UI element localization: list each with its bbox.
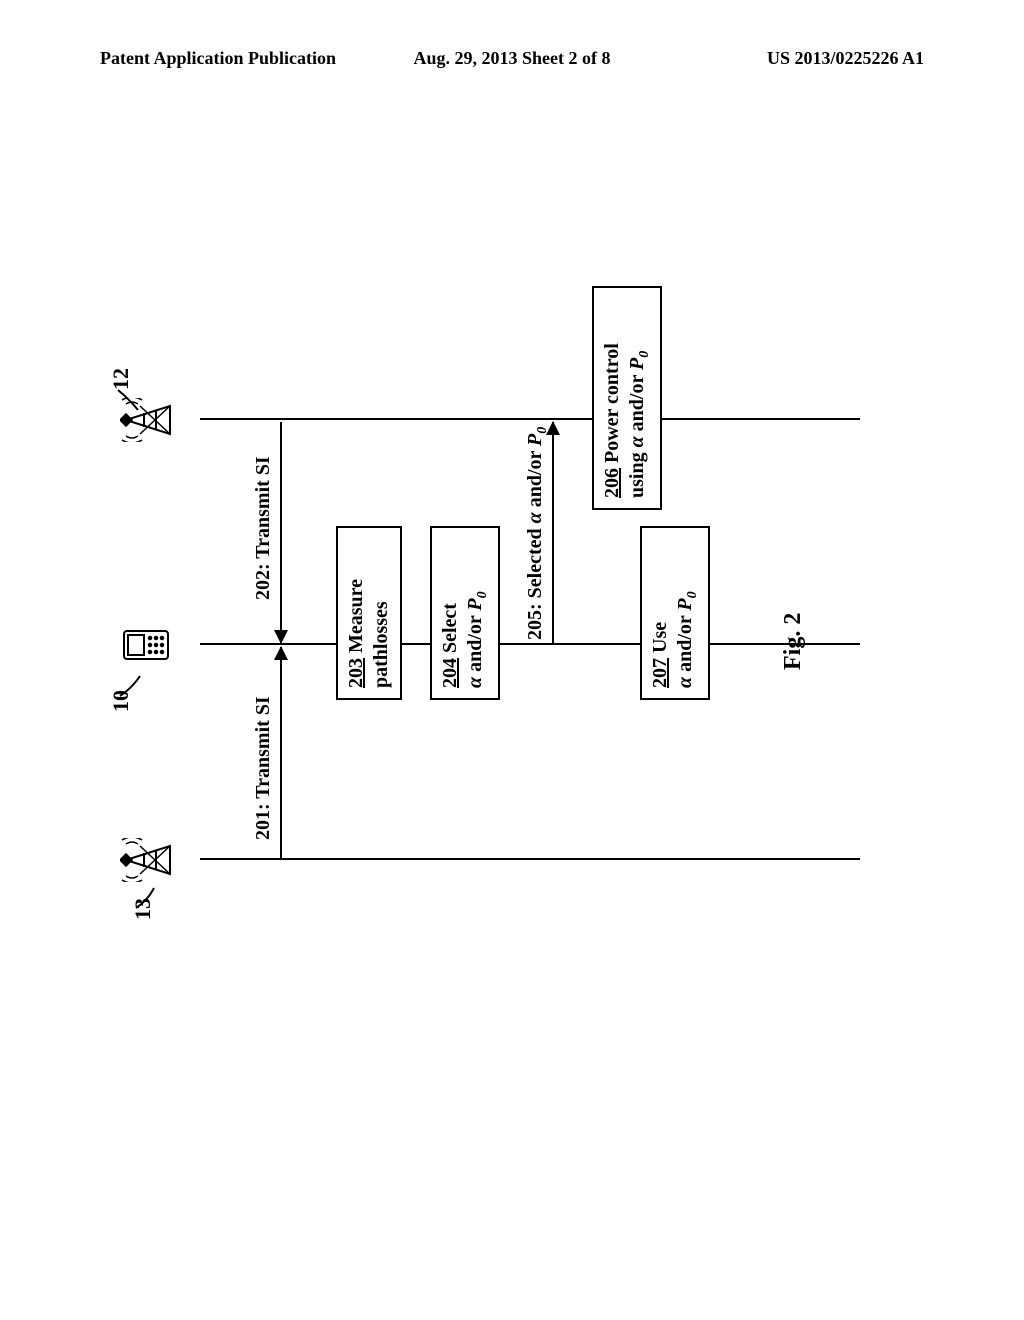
lifeline-tower-13 (200, 858, 860, 860)
step-203-num: 203 (345, 658, 367, 688)
step-206: 206 Power control using α and/or P0 (592, 286, 662, 510)
arrow-205-P: P (524, 434, 546, 446)
step-203-a: Measure (345, 579, 367, 658)
arrow-205 (552, 422, 554, 643)
step-206-a: Power control (601, 343, 623, 468)
step-207-num: 207 (649, 658, 671, 688)
lifeline-tower-12 (200, 418, 860, 420)
step-207-P: P (674, 598, 696, 610)
figure-caption: Fig. 2 (780, 613, 807, 670)
header-right: US 2013/0225226 A1 (767, 48, 924, 69)
tower-left-leader (132, 884, 160, 914)
step-204: 204 Select α and/or P0 (430, 526, 500, 700)
step-204-andor: and/or (464, 611, 486, 677)
step-206-P: P (626, 358, 648, 370)
step-203: 203 Measure pathlosses (336, 526, 402, 700)
ue-leader (118, 670, 146, 700)
step-207-a: Use (649, 622, 671, 658)
step-206-sub: 0 (637, 351, 652, 358)
sequence-diagram: 13 10 12 201: Transmit SI 202: Transmit … (160, 390, 940, 890)
page-header: Patent Application Publication Aug. 29, … (100, 48, 924, 69)
step-207: 207 Use α and/or P0 (640, 526, 710, 700)
arrow-201 (280, 647, 282, 858)
step-207-andor: and/or (674, 611, 696, 677)
step-204-P: P (464, 598, 486, 610)
arrow-202-label: 202: Transmit SI (252, 456, 275, 600)
step-204-a: Select (439, 603, 461, 658)
header-center: Aug. 29, 2013 Sheet 2 of 8 (414, 48, 611, 69)
arrow-205-alpha: α (524, 512, 546, 523)
arrow-205-prefix: 205: Selected (524, 523, 546, 640)
step-207-sub: 0 (685, 591, 700, 598)
header-left: Patent Application Publication (100, 48, 336, 69)
lifeline-ue-10 (200, 643, 860, 645)
step-206-andor: and/or (626, 370, 648, 436)
step-204-alpha: α (464, 677, 486, 688)
arrow-205-andor: and/or (524, 446, 546, 512)
arrow-205-sub: 0 (535, 427, 550, 434)
arrow-201-label: 201: Transmit SI (252, 696, 275, 840)
step-204-sub: 0 (475, 591, 490, 598)
arrow-202 (280, 422, 282, 643)
step-206-num: 206 (601, 468, 623, 498)
step-206-using: using (626, 447, 648, 498)
tower-right-leader (116, 384, 144, 414)
arrow-205-label: 205: Selected α and/or P0 (524, 427, 551, 640)
step-203-b: pathlosses (370, 601, 392, 688)
step-206-alpha: α (626, 436, 648, 447)
step-207-alpha: α (674, 677, 696, 688)
step-204-num: 204 (439, 658, 461, 688)
